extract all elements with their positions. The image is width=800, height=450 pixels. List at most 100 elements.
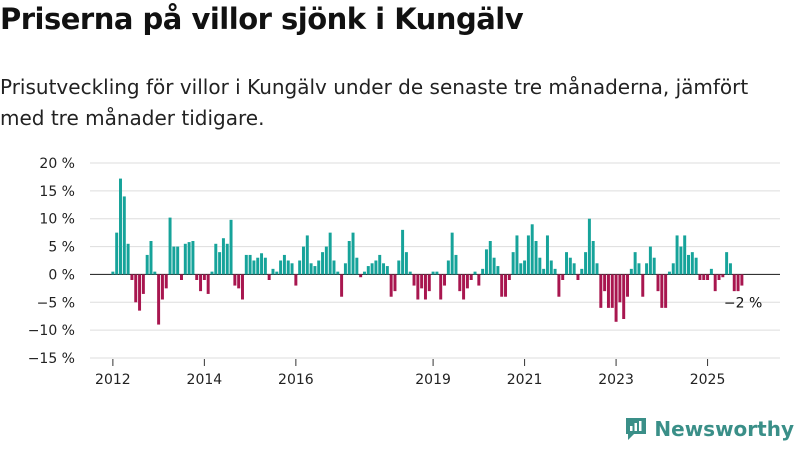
bar <box>290 263 294 275</box>
bar <box>282 254 286 275</box>
bar <box>195 274 199 280</box>
bar <box>645 263 649 275</box>
bar <box>511 252 515 275</box>
bar <box>458 274 462 292</box>
bar <box>618 274 622 303</box>
bar <box>626 274 629 297</box>
bar <box>385 266 389 275</box>
bar <box>191 241 195 275</box>
bar <box>454 254 458 275</box>
bar <box>584 252 588 275</box>
bar <box>294 274 298 286</box>
bar <box>507 274 511 280</box>
bar <box>180 274 183 280</box>
bar <box>119 178 122 275</box>
bar <box>160 274 164 300</box>
bar <box>237 274 241 289</box>
newsworthy-brand: Newsworthy <box>624 416 794 442</box>
bar <box>241 274 244 300</box>
bar <box>382 263 386 275</box>
bar <box>366 266 370 275</box>
bar <box>595 263 599 275</box>
bar <box>378 254 382 275</box>
bar <box>667 271 671 275</box>
bar <box>553 268 557 275</box>
bar <box>111 271 115 275</box>
bar <box>706 274 710 280</box>
brand-name: Newsworthy <box>654 417 794 441</box>
bar <box>149 241 153 275</box>
bar <box>397 260 401 275</box>
y-tick-label: 5 % <box>48 240 75 256</box>
bar <box>321 252 325 275</box>
bar <box>500 274 504 297</box>
bar <box>347 241 351 275</box>
bar <box>328 232 332 275</box>
bar <box>183 243 187 275</box>
bar <box>637 263 641 275</box>
bar <box>298 260 302 275</box>
bar <box>683 235 687 275</box>
bar <box>648 246 652 275</box>
bar <box>218 252 222 275</box>
bar <box>603 274 607 292</box>
bar <box>538 257 542 275</box>
bar <box>614 274 618 322</box>
bar <box>641 274 645 297</box>
bar <box>591 241 595 275</box>
x-tick-label: 2019 <box>415 372 451 385</box>
bar <box>420 274 424 289</box>
bar <box>465 274 469 289</box>
bar <box>260 253 264 275</box>
bar <box>664 274 668 308</box>
bar <box>679 246 683 275</box>
bar <box>717 274 721 280</box>
bar <box>549 260 553 275</box>
bar <box>355 257 359 275</box>
bar <box>423 274 427 300</box>
bar <box>324 246 328 275</box>
bar <box>633 252 637 275</box>
bar <box>606 274 610 308</box>
y-tick-label: 15 % <box>39 184 75 200</box>
bar <box>709 268 713 275</box>
bar <box>671 263 675 275</box>
bar <box>317 260 321 275</box>
bar <box>629 268 633 275</box>
bar-chart: 20 %15 %10 %5 %0 %−5 %−10 %−15 % 2012 201… <box>28 156 780 385</box>
chart-subtitle: Prisutveckling för villor i Kungälv unde… <box>0 75 749 130</box>
bar <box>130 274 134 280</box>
bar <box>557 274 561 297</box>
bar <box>176 246 180 275</box>
bar <box>206 274 210 294</box>
bar <box>134 274 138 303</box>
bar <box>545 235 549 275</box>
y-tick-label: −5 % <box>37 295 75 311</box>
bar <box>523 260 527 275</box>
y-tick-label: −10 % <box>28 323 75 339</box>
bar <box>157 274 161 325</box>
bar <box>279 260 283 275</box>
bar <box>698 274 702 280</box>
bar <box>267 274 271 280</box>
bar <box>393 274 397 292</box>
x-tick-label: 2025 <box>690 372 726 385</box>
y-tick-label: −15 % <box>28 351 75 367</box>
bar <box>728 263 732 275</box>
x-tick-label: 2012 <box>95 372 131 385</box>
bar <box>740 274 744 286</box>
bar <box>702 274 706 280</box>
bar <box>340 274 344 297</box>
bar <box>138 274 142 311</box>
bar <box>172 246 176 275</box>
x-tick-label: 2016 <box>278 372 314 385</box>
bar <box>561 274 565 280</box>
bar <box>519 263 523 275</box>
bar <box>416 274 420 300</box>
bar <box>435 271 439 275</box>
bar <box>210 271 214 275</box>
bar <box>675 235 679 275</box>
bar <box>271 268 275 275</box>
x-tick-label: 2014 <box>187 372 223 385</box>
bar <box>408 271 412 275</box>
